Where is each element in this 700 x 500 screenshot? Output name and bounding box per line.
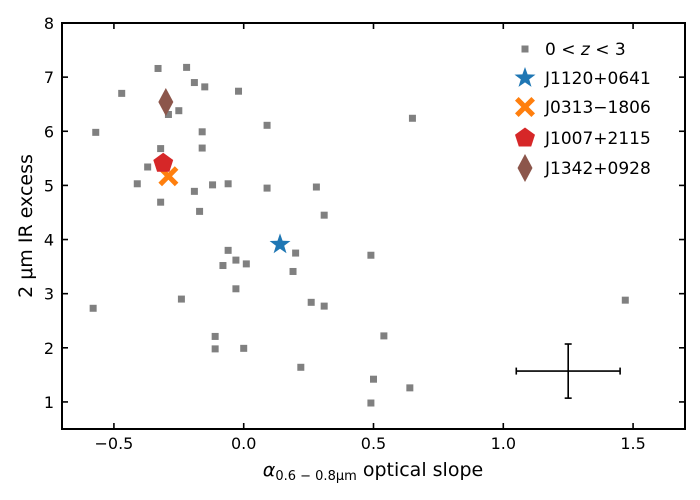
point-z-0-3-26 <box>232 256 240 264</box>
point-z-0-3-35 <box>89 304 97 312</box>
point-z-0-3-24 <box>224 246 232 254</box>
point-z-0-3-12 <box>144 163 152 171</box>
axis-ticks: −0.5 0.0 0.5 1.0 1.5 1 2 3 4 5 6 7 8 <box>44 14 685 453</box>
point-z-0-3-22 <box>320 211 328 219</box>
point-z-0-3-32 <box>177 295 185 303</box>
point-z-0-3-30 <box>367 251 375 259</box>
point-z-0-3-23 <box>408 114 416 122</box>
point-z-0-3-29 <box>289 267 297 275</box>
point-z-0-3-43 <box>367 399 375 407</box>
legend-marker-0-z-3 <box>521 45 529 53</box>
point-z-0-3-2 <box>154 64 162 72</box>
point-z-0-3-13 <box>133 180 141 188</box>
x-tick-label: 0.5 <box>361 434 386 453</box>
x-tick-label: 0.0 <box>231 434 256 453</box>
legend-label-j0313-1806: J0313−1806 <box>544 98 651 118</box>
point-z-0-3-18 <box>196 207 204 215</box>
legend-marker-j1342-0928 <box>517 154 533 182</box>
y-axis-label: 2 μm IR excess <box>15 154 37 298</box>
point-z-0-3-37 <box>380 332 388 340</box>
x-tick-label: −0.5 <box>94 434 133 453</box>
legend: 0 < z < 3 J1120+0641 J0313−1806 J1007+2115 J… <box>514 40 651 182</box>
point-z-0-3-20 <box>263 184 271 192</box>
point-z-0-3-5 <box>201 83 209 91</box>
point-z-0-3-14 <box>209 181 217 189</box>
x-tick-label: 1.5 <box>620 434 645 453</box>
legend-label-j1007-2115: J1007+2115 <box>544 129 651 149</box>
legend-label-j1342-0928: J1342+0928 <box>544 159 651 179</box>
point-z-0-3-42 <box>406 384 414 392</box>
legend-marker-j1120-0641 <box>514 67 536 87</box>
point-z-0-3-1 <box>118 89 126 97</box>
legend-marker-j1007-2115 <box>515 127 535 147</box>
point-z-0-3-27 <box>242 260 250 268</box>
y-tick-label: 2 <box>44 339 54 358</box>
point-z-0-3-21 <box>312 183 320 191</box>
legend-label-j1120-0641: J1120+0641 <box>544 69 651 89</box>
point-z-0-3-7 <box>164 110 172 118</box>
y-tick-label: 1 <box>44 393 54 412</box>
point-z-0-3-8 <box>175 107 183 115</box>
point-z-0-3-4 <box>190 79 198 87</box>
point-z-0-3-17 <box>157 198 165 206</box>
point-z-0-3-10 <box>198 144 206 152</box>
point-z-0-3-40 <box>297 363 305 371</box>
point-z-0-3-15 <box>224 180 232 188</box>
y-tick-label: 6 <box>44 122 54 141</box>
marker-j1007-2115 <box>153 152 174 172</box>
point-z-0-3-36 <box>211 332 219 340</box>
point-z-0-3-3 <box>183 63 191 71</box>
y-tick-label: 5 <box>44 176 54 195</box>
point-z-0-3-19 <box>263 121 271 129</box>
point-z-0-3-38 <box>211 345 219 353</box>
point-z-0-3-11 <box>157 145 165 153</box>
point-z-0-3-34 <box>320 302 328 310</box>
legend-label-0-z-3: 0 < z < 3 <box>545 40 626 60</box>
x-axis-label: α0.6 − 0.8μm optical slope <box>263 459 483 484</box>
point-z-0-3-41 <box>370 375 377 383</box>
point-z-0-3-33 <box>307 298 315 306</box>
y-tick-label: 7 <box>44 68 54 87</box>
point-z-0-3-28 <box>292 249 300 257</box>
point-z-0-3-31 <box>232 285 240 293</box>
y-tick-label: 3 <box>44 285 54 304</box>
point-z-0-3-39 <box>240 344 248 352</box>
point-z-0-3-9 <box>198 128 206 136</box>
legend-marker-j0313-1806 <box>515 97 535 117</box>
y-tick-label: 4 <box>44 231 54 250</box>
y-tick-label: 8 <box>44 14 54 33</box>
plot-area <box>89 63 629 407</box>
point-z-0-3-25 <box>219 262 227 270</box>
x-tick-label: 1.0 <box>491 434 516 453</box>
marker-j1342-0928 <box>158 88 174 117</box>
point-z-0-3-16 <box>190 187 198 195</box>
point-z-0-3-0 <box>92 128 100 136</box>
point-z-0-3-6 <box>235 87 243 95</box>
marker-j1120-0641 <box>269 233 291 254</box>
point-z-0-3-44 <box>621 296 629 304</box>
